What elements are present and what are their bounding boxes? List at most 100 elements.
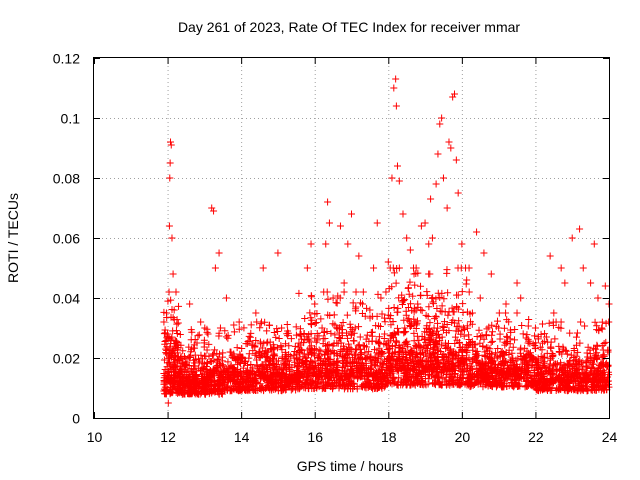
data-point — [524, 378, 532, 386]
data-point — [173, 320, 181, 328]
data-point — [375, 368, 383, 376]
data-point — [285, 342, 293, 350]
data-point — [331, 371, 339, 379]
data-point — [322, 342, 330, 350]
data-point — [434, 378, 442, 386]
data-point — [480, 335, 488, 343]
data-point — [509, 361, 517, 369]
data-point — [307, 380, 315, 388]
data-point — [538, 339, 546, 347]
x-tick-label: 10 — [87, 429, 103, 445]
data-point — [245, 378, 252, 386]
data-point — [381, 330, 389, 338]
data-point — [258, 361, 266, 369]
data-point — [439, 353, 447, 361]
data-point — [239, 364, 247, 372]
data-point — [172, 288, 180, 296]
data-point — [496, 335, 504, 343]
data-point — [216, 324, 224, 332]
data-point — [445, 138, 453, 146]
data-point — [351, 351, 359, 359]
data-point — [599, 369, 607, 377]
data-point — [233, 380, 241, 388]
data-point — [451, 339, 459, 347]
data-point — [522, 360, 530, 368]
data-point — [166, 159, 174, 167]
data-point — [258, 344, 266, 352]
data-point — [458, 368, 466, 376]
data-point — [546, 252, 554, 260]
data-point — [162, 378, 170, 386]
data-point — [411, 281, 419, 289]
data-point — [485, 358, 493, 366]
data-point — [493, 317, 501, 325]
data-point — [377, 375, 385, 383]
data-point — [457, 374, 465, 382]
data-point — [188, 390, 196, 398]
data-point — [414, 269, 422, 277]
data-point — [170, 383, 178, 391]
data-point — [244, 361, 252, 369]
data-point — [334, 325, 342, 333]
data-point — [444, 340, 452, 348]
data-point — [386, 363, 394, 371]
data-point — [403, 337, 411, 345]
tick-marks-layer — [94, 58, 610, 419]
data-point — [394, 350, 402, 358]
data-point — [393, 324, 401, 332]
data-point — [508, 349, 516, 357]
data-point — [593, 322, 601, 330]
data-point — [346, 320, 354, 328]
data-point — [410, 337, 418, 345]
data-point — [408, 373, 416, 381]
data-point — [538, 374, 546, 382]
x-tick-label: 24 — [602, 429, 618, 445]
data-point — [344, 365, 352, 373]
data-point — [548, 350, 556, 358]
data-point — [541, 375, 549, 383]
data-point — [516, 374, 524, 382]
data-point — [495, 309, 503, 317]
data-point — [403, 234, 411, 242]
data-point — [595, 364, 603, 372]
data-point — [397, 358, 405, 366]
data-point — [222, 294, 230, 302]
data-point — [451, 352, 459, 360]
data-point — [581, 385, 589, 393]
data-point — [440, 295, 448, 303]
data-point — [174, 319, 182, 327]
data-point — [446, 367, 454, 375]
data-point — [392, 75, 400, 83]
data-point — [404, 316, 412, 324]
data-point — [470, 374, 478, 382]
data-point — [579, 386, 587, 394]
data-point — [161, 326, 169, 334]
data-point — [431, 315, 439, 323]
data-point — [169, 347, 177, 355]
data-point — [188, 345, 196, 353]
data-point — [351, 324, 359, 332]
data-point — [256, 354, 264, 362]
data-point — [367, 352, 375, 360]
data-point — [235, 325, 243, 333]
data-point — [255, 348, 263, 356]
data-point — [448, 304, 456, 312]
data-point — [163, 386, 171, 394]
data-point — [414, 300, 422, 308]
data-point — [362, 368, 370, 376]
data-point — [473, 332, 481, 340]
data-point — [353, 366, 361, 374]
data-point — [185, 353, 193, 361]
data-point — [305, 351, 313, 359]
data-point — [545, 319, 553, 327]
data-point — [279, 366, 287, 374]
data-point — [552, 367, 560, 375]
data-point — [218, 361, 226, 369]
data-point — [178, 367, 186, 375]
data-point — [238, 370, 246, 378]
data-point — [166, 174, 174, 182]
data-point — [399, 296, 407, 304]
data-point — [282, 386, 290, 394]
data-point — [303, 373, 311, 381]
data-point — [191, 371, 199, 379]
